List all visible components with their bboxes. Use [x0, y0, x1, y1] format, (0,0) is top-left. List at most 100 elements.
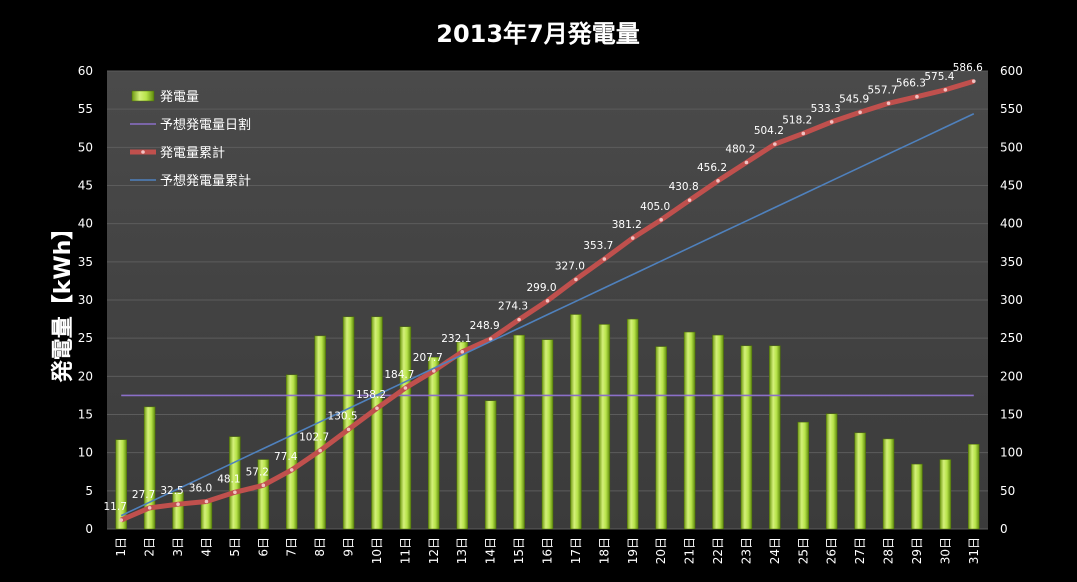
cumulative-point — [915, 94, 919, 99]
cumulative-point — [773, 142, 777, 146]
y-right-tick-label: 50 — [1000, 484, 1015, 498]
y-left-tick-label: 60 — [78, 64, 93, 78]
x-tick-label: 31日 — [967, 537, 981, 564]
bar — [825, 413, 838, 530]
bar — [740, 345, 753, 530]
data-label: 575.4 — [924, 71, 954, 83]
y-left-tick-label: 20 — [78, 369, 93, 383]
data-label: 533.3 — [811, 103, 841, 115]
bar-series — [115, 314, 980, 530]
data-label: 184.7 — [384, 369, 414, 381]
cumulative-point — [460, 350, 465, 354]
cumulative-point — [971, 79, 976, 84]
x-tick-label: 23日 — [739, 537, 753, 564]
y-left-tick-label: 40 — [78, 217, 93, 231]
x-tick-label: 10日 — [370, 537, 384, 564]
cumulative-point — [801, 131, 806, 136]
x-tick-label: 12日 — [427, 537, 441, 564]
x-tick-label: 11日 — [398, 537, 412, 564]
x-tick-label: 3日 — [171, 537, 185, 557]
cumulative-point — [261, 483, 266, 488]
cumulative-point — [432, 369, 436, 373]
cumulative-point — [289, 468, 294, 472]
cumulative-point — [687, 198, 692, 202]
data-label: 518.2 — [782, 114, 812, 126]
bar — [712, 334, 724, 530]
x-tick-label: 20日 — [654, 537, 668, 564]
x-tick-label: 4日 — [199, 537, 213, 557]
cumulative-point — [659, 218, 663, 222]
bar — [769, 345, 781, 530]
data-label: 504.2 — [754, 125, 784, 137]
cumulative-point — [858, 110, 862, 115]
data-label: 381.2 — [612, 219, 642, 231]
y-left-tick-label: 25 — [78, 331, 93, 345]
y-left-tick-label: 50 — [78, 140, 93, 154]
x-tick-label: 28日 — [882, 537, 896, 564]
x-tick-label: 25日 — [796, 537, 810, 564]
x-tick-label: 15日 — [512, 537, 526, 564]
cumulative-point — [346, 427, 351, 432]
data-label: 480.2 — [725, 143, 755, 155]
data-label: 57.2 — [246, 466, 269, 478]
y-right-tick-label: 300 — [1000, 293, 1023, 307]
x-tick-label: 5日 — [228, 537, 242, 557]
bar — [428, 357, 440, 530]
data-label: 130.5 — [328, 410, 358, 422]
data-label: 353.7 — [583, 240, 613, 252]
cumulative-point — [204, 499, 209, 504]
cumulative-point — [375, 406, 379, 411]
bar — [598, 324, 611, 530]
x-tick-label: 19日 — [626, 537, 640, 564]
legend-label: 予想発電量日割 — [160, 117, 251, 133]
x-tick-label: 13日 — [455, 537, 469, 564]
cumulative-point — [744, 160, 749, 165]
y-right-tick-label: 0 — [1000, 522, 1008, 536]
cumulative-point — [574, 277, 578, 282]
data-label: 77.4 — [274, 451, 298, 463]
x-tick-label: 21日 — [683, 537, 697, 564]
line-series — [119, 78, 976, 523]
bar — [371, 316, 383, 530]
x-tick-label: 9日 — [342, 537, 356, 557]
bar — [200, 502, 213, 530]
y-axis-right: 0 50 100 150 200 250 300 350 400 450 500 550 600 — [1000, 64, 1023, 536]
bar — [314, 335, 326, 530]
bar — [683, 331, 696, 530]
bar — [229, 436, 241, 530]
x-tick-label: 14日 — [484, 537, 498, 564]
chart-title: 2013年7月発電量 — [436, 20, 640, 48]
x-tick-label: 29日 — [910, 537, 924, 564]
x-tick-label: 7日 — [285, 537, 299, 557]
cumulative-point — [630, 236, 635, 240]
y-axis-title: 発電量【kWh】 — [51, 218, 76, 384]
bar — [882, 438, 895, 530]
legend-label: 発電量 — [160, 90, 199, 105]
data-label: 299.0 — [526, 282, 556, 294]
bar — [342, 316, 355, 530]
data-label: 545.9 — [839, 93, 869, 105]
data-label: 566.3 — [896, 78, 926, 90]
data-label: 32.5 — [160, 485, 183, 497]
y-left-tick-label: 35 — [78, 255, 93, 269]
legend-label: 予想発電量累計 — [160, 173, 251, 189]
y-axis-left: 0 5 10 15 20 25 30 35 40 45 50 55 60 — [78, 64, 93, 536]
data-label: 405.0 — [640, 201, 670, 213]
data-label: 48.1 — [217, 473, 240, 485]
cumulative-point — [829, 120, 834, 124]
cumulative-point — [176, 502, 180, 506]
y-left-tick-label: 15 — [78, 408, 93, 422]
legend-swatch-marker — [141, 150, 145, 154]
bar — [797, 421, 810, 530]
y-right-tick-label: 150 — [1000, 408, 1023, 422]
y-left-tick-label: 10 — [78, 446, 93, 460]
cumulative-point — [318, 448, 322, 453]
legend-swatch-bar — [131, 90, 155, 102]
data-label: 232.1 — [441, 333, 471, 345]
x-tick-label: 22日 — [711, 537, 725, 564]
forecast-cumulative-line — [120, 113, 975, 517]
data-label: 158.2 — [356, 389, 386, 401]
